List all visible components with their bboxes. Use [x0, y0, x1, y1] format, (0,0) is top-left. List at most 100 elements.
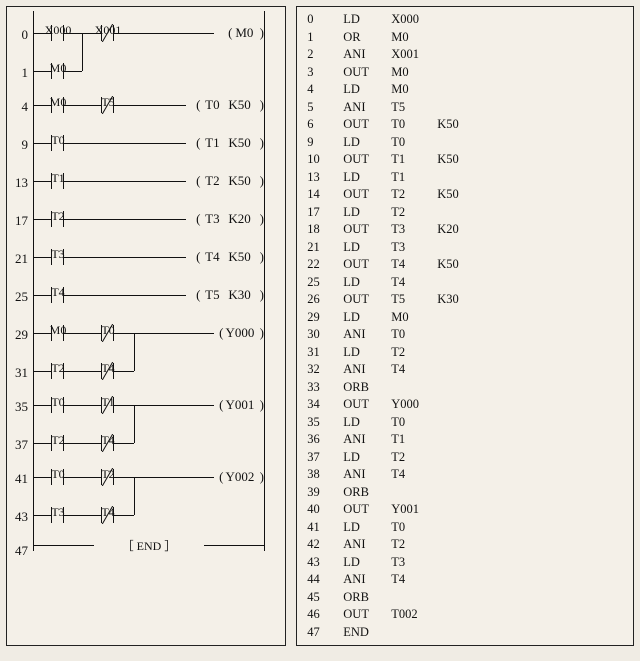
no-contact-t2: T2	[44, 435, 72, 451]
wire	[122, 477, 214, 478]
il-arg1: T3	[391, 221, 437, 239]
il-op: LD	[343, 309, 391, 327]
il-arg1: Y000	[391, 396, 437, 414]
il-op: END	[343, 624, 391, 642]
il-step: 43	[307, 554, 343, 572]
rung-41: 41T0T2(Y002 )	[34, 455, 264, 493]
wire	[122, 515, 134, 516]
rung-1: 1M0	[34, 49, 264, 83]
contact-label: M0	[38, 95, 78, 110]
contact-label: T4	[88, 505, 128, 520]
il-arg2	[437, 379, 477, 397]
il-op: ANI	[343, 326, 391, 344]
no-contact-t3: T3	[44, 507, 72, 523]
no-contact-m0: M0	[44, 325, 72, 341]
step-number: 13	[8, 175, 28, 191]
rung-9: 9T0(T1K50 )	[34, 121, 264, 159]
il-arg1	[391, 484, 437, 502]
il-arg2: K50	[437, 186, 477, 204]
rung-13: 13T1(T2K50 )	[34, 159, 264, 197]
no-contact-t0: T0	[44, 135, 72, 151]
il-step: 37	[307, 449, 343, 467]
il-op: OUT	[343, 396, 391, 414]
contact-label: T2	[38, 361, 78, 376]
nc-contact-t4: T4	[94, 507, 122, 523]
il-step: 31	[307, 344, 343, 362]
il-op: LD	[343, 344, 391, 362]
coil-t0: (T0K50 )	[196, 97, 264, 113]
il-op: LD	[343, 81, 391, 99]
il-arg1: T0	[391, 116, 437, 134]
il-arg1: T0	[391, 519, 437, 537]
il-step: 47	[307, 624, 343, 642]
contact-label: M0	[38, 61, 78, 76]
il-op: OR	[343, 29, 391, 47]
il-op: ORB	[343, 484, 391, 502]
il-arg2	[437, 29, 477, 47]
il-step: 10	[307, 151, 343, 169]
contact-label: T0	[38, 133, 78, 148]
contact-label: T2	[38, 433, 78, 448]
il-step: 13	[307, 169, 343, 187]
il-arg1: T0	[391, 134, 437, 152]
il-op: OUT	[343, 501, 391, 519]
il-step: 4	[307, 81, 343, 99]
il-step: 26	[307, 291, 343, 309]
il-row: 36ANIT1	[307, 431, 623, 449]
rung-21: 21T3(T4K50 )	[34, 235, 264, 273]
rung-43: 43T3T4	[34, 493, 264, 527]
no-contact-t0: T0	[44, 397, 72, 413]
wire	[72, 143, 186, 144]
il-step: 36	[307, 431, 343, 449]
wire	[122, 333, 214, 334]
il-step: 30	[307, 326, 343, 344]
il-arg2	[437, 46, 477, 64]
contact-label: T5	[88, 95, 128, 110]
il-row: 45ORB	[307, 589, 623, 607]
il-arg1: T4	[391, 274, 437, 292]
il-row: 33ORB	[307, 379, 623, 397]
contact-label: T4	[38, 285, 78, 300]
contact-label: X000	[38, 23, 78, 38]
end-instruction: ［ END ］	[94, 537, 204, 554]
il-op: ANI	[343, 99, 391, 117]
instruction-list: 0LDX0001ORM02ANIX0013OUTM04LDM05ANIT56OU…	[296, 6, 634, 646]
il-row: 10OUTT1K50	[307, 151, 623, 169]
il-arg1: M0	[391, 64, 437, 82]
coil-y000: (Y000 )	[219, 325, 264, 341]
wire	[122, 371, 134, 372]
il-row: 32ANIT4	[307, 361, 623, 379]
il-arg1: T5	[391, 291, 437, 309]
wire	[72, 295, 186, 296]
contact-label: T4	[88, 433, 128, 448]
il-op: LD	[343, 449, 391, 467]
il-arg2	[437, 11, 477, 29]
il-arg2	[437, 274, 477, 292]
il-op: OUT	[343, 221, 391, 239]
il-arg1: T4	[391, 466, 437, 484]
no-contact-m0: M0	[44, 97, 72, 113]
il-op: ANI	[343, 361, 391, 379]
il-row: 9LDT0	[307, 134, 623, 152]
il-step: 25	[307, 274, 343, 292]
il-arg1: Y001	[391, 501, 437, 519]
il-arg2	[437, 624, 477, 642]
step-number: 47	[8, 543, 28, 559]
wire	[72, 181, 186, 182]
il-arg1: T2	[391, 536, 437, 554]
il-arg1: M0	[391, 309, 437, 327]
il-row: 1ORM0	[307, 29, 623, 47]
il-arg2	[437, 326, 477, 344]
il-arg2	[437, 554, 477, 572]
ladder-diagram: 0X000X001(M0 )1M04M0T5(T0K50 )9T0(T1K50 …	[6, 6, 286, 646]
il-step: 33	[307, 379, 343, 397]
il-row: 17LDT2	[307, 204, 623, 222]
rung-4: 4M0T5(T0K50 )	[34, 83, 264, 121]
il-row: 3OUTM0	[307, 64, 623, 82]
il-op: LD	[343, 414, 391, 432]
nc-contact-t2: T2	[94, 469, 122, 485]
rung-31: 31T2T4	[34, 349, 264, 383]
il-op: OUT	[343, 606, 391, 624]
il-step: 38	[307, 466, 343, 484]
il-arg2	[437, 204, 477, 222]
